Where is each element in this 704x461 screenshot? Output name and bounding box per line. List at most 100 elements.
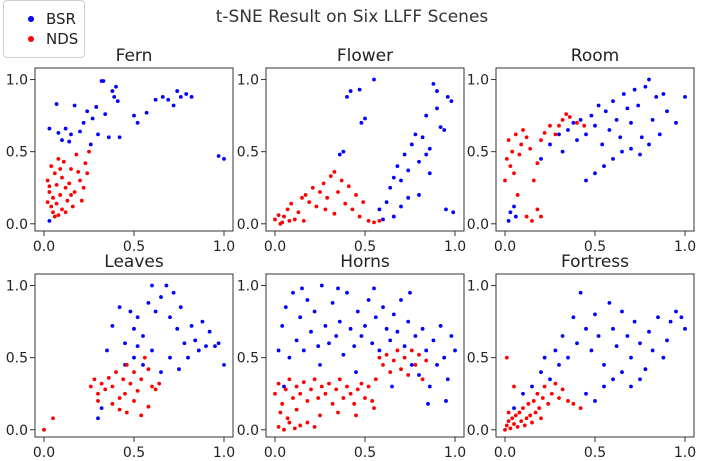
point-horns-bsr-33 — [395, 329, 400, 334]
point-flower-nds-12 — [314, 204, 319, 209]
point-fern-nds-24 — [81, 185, 86, 190]
point-room-bsr-25 — [632, 87, 637, 92]
point-horns-bsr-6 — [298, 315, 303, 320]
point-horns-bsr-31 — [388, 338, 393, 343]
point-room-bsr-9 — [571, 120, 576, 125]
point-flower-nds-30 — [287, 219, 292, 223]
point-flower-bsr-36 — [406, 195, 411, 200]
point-flower-nds-7 — [296, 210, 301, 215]
point-room-bsr-31 — [654, 94, 659, 99]
point-flower-bsr-4 — [359, 120, 364, 125]
point-horns-bsr-58 — [444, 399, 448, 403]
point-flower-bsr-27 — [445, 94, 450, 99]
point-fern-bsr-13 — [94, 105, 99, 109]
point-horns-nds-34 — [395, 348, 400, 353]
point-flower-nds-24 — [357, 214, 362, 219]
point-horns-bsr-16 — [334, 334, 339, 338]
point-room-bsr-10 — [575, 138, 579, 143]
point-leaves-nds-12 — [124, 362, 129, 367]
point-fortress-nds-6 — [513, 413, 518, 418]
point-fortress-bsr-19 — [611, 326, 615, 331]
point-fortress-nds-19 — [537, 406, 542, 411]
point-fern-nds-17 — [67, 181, 72, 186]
point-flower-nds-26 — [366, 219, 371, 223]
point-fern-bsr-1 — [54, 102, 59, 106]
point-fern-bsr-3 — [60, 138, 64, 143]
point-fern-bsr-28 — [160, 94, 165, 99]
point-room-nds-1 — [504, 156, 509, 161]
point-horns-nds-23 — [355, 387, 360, 392]
point-flower-nds-23 — [354, 193, 358, 197]
point-fern-nds-19 — [70, 204, 75, 209]
point-fortress-bsr-41 — [593, 399, 597, 403]
point-fern-bsr-7 — [72, 103, 77, 108]
point-leaves-nds-3 — [92, 377, 97, 382]
point-fern-bsr-19 — [110, 89, 115, 93]
point-fern-nds-12 — [60, 175, 64, 180]
point-horns-bsr-56 — [390, 384, 394, 389]
point-room-bsr-40 — [611, 156, 615, 161]
point-horns-bsr-8 — [305, 298, 310, 302]
point-fern-nds-14 — [61, 159, 66, 164]
point-fortress-nds-11 — [522, 423, 527, 428]
point-fortress-bsr-38 — [620, 370, 624, 374]
point-room-bsr-14 — [593, 123, 597, 128]
point-flower-nds-29 — [280, 220, 285, 225]
point-horns-nds-7 — [298, 391, 303, 396]
point-leaves-nds-7 — [106, 375, 111, 380]
point-horns-bsr-43 — [431, 338, 436, 343]
point-leaves-bsr-36 — [177, 367, 181, 372]
point-fern-bsr-21 — [114, 84, 118, 89]
point-fortress-nds-20 — [539, 416, 543, 421]
point-horns-bsr-29 — [381, 305, 385, 310]
legend-item-bsr: BSR — [4, 9, 84, 29]
point-fortress-nds-10 — [521, 406, 525, 411]
point-horns-nds-8 — [301, 380, 306, 385]
point-room-bsr-12 — [584, 132, 588, 137]
point-fortress-nds-28 — [566, 399, 570, 403]
point-leaves-nds-19 — [150, 384, 154, 389]
point-fern-nds-23 — [79, 198, 84, 203]
point-horns-nds-35 — [399, 367, 403, 372]
point-leaves-nds-15 — [135, 388, 140, 393]
x-tick-label-room-1: 0.5 — [584, 239, 606, 255]
point-room-bsr-21 — [618, 135, 623, 140]
point-horns-bsr-35 — [402, 344, 407, 349]
point-leaves-nds-22 — [110, 401, 115, 406]
point-horns-bsr-44 — [435, 362, 439, 367]
point-horns-bsr-37 — [409, 362, 414, 367]
point-leaves-nds-29 — [123, 391, 127, 396]
point-horns-nds-48 — [305, 420, 310, 425]
y-tick-label-horns-0: 0.0 — [237, 423, 259, 439]
point-room-nds-8 — [517, 152, 522, 157]
x-tick-label-leaves-0: 0.0 — [33, 445, 55, 461]
point-flower-nds-13 — [318, 190, 322, 194]
y-tick-label-fern-0: 0.0 — [6, 217, 28, 233]
point-fern-nds-5 — [51, 195, 55, 200]
point-flower-bsr-19 — [417, 159, 421, 164]
point-flower-bsr-16 — [406, 168, 411, 173]
point-fortress-bsr-25 — [638, 341, 642, 346]
point-flower-nds-16 — [328, 174, 333, 179]
point-horns-nds-15 — [327, 381, 331, 386]
point-fern-bsr-6 — [69, 132, 73, 137]
y-tick-label-horns-2: 1.0 — [237, 279, 259, 295]
point-room-bsr-36 — [683, 94, 687, 99]
point-horns-nds-12 — [316, 396, 321, 400]
point-fern-nds-1 — [47, 190, 52, 194]
point-fern-bsr-0 — [47, 126, 52, 131]
point-fern-bsr-10 — [85, 109, 90, 114]
point-room-nds-21 — [564, 112, 569, 117]
subplot-title-flower: Flower — [337, 46, 393, 66]
point-fortress-nds-15 — [530, 420, 534, 425]
point-leaves-nds-10 — [117, 396, 122, 400]
point-horns-bsr-15 — [330, 300, 335, 305]
point-fern-nds-16 — [65, 198, 70, 203]
point-fern-nds-9 — [56, 156, 61, 161]
point-flower-nds-19 — [339, 178, 344, 183]
point-flower-bsr-33 — [417, 193, 421, 197]
point-flower-bsr-23 — [431, 81, 436, 86]
point-fern-bsr-20 — [112, 94, 117, 99]
point-room-nds-26 — [530, 219, 534, 223]
point-fern-bsr-29 — [166, 97, 171, 102]
